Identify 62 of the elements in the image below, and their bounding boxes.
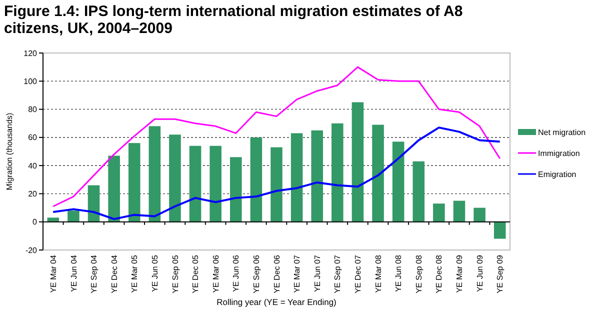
x-tick-label: YE Dec 05 — [191, 254, 200, 294]
y-tick-label: 20 — [28, 190, 38, 199]
x-tick-label: YE Sep 09 — [496, 254, 505, 294]
x-axis-title: Rolling year (YE = Year Ending) — [216, 297, 337, 307]
bar — [412, 161, 425, 222]
x-tick-label: YE Jun 06 — [232, 254, 241, 292]
bar — [453, 200, 466, 222]
bar — [290, 133, 303, 222]
bar — [311, 130, 323, 222]
y-tick-label: -20 — [25, 246, 38, 255]
x-tick-label: YE Jun 09 — [475, 254, 484, 292]
bar — [128, 143, 140, 222]
y-tick-label: 40 — [28, 161, 38, 170]
x-tick-label: YE Jun 08 — [394, 254, 404, 292]
x-tick-label: YE Mar 09 — [455, 254, 464, 293]
bar — [494, 222, 506, 239]
bar — [332, 123, 344, 222]
x-tick-label: YE Dec 04 — [110, 254, 119, 294]
x-tick-label: YE Sep 06 — [252, 254, 261, 294]
x-tick-label: YE Sep 07 — [333, 254, 342, 294]
line-series — [52, 126, 501, 220]
legend-label: Immigration — [538, 148, 580, 158]
x-tick-label: YE Sep 04 — [90, 254, 99, 294]
bar — [169, 134, 181, 222]
y-tick-label: 0 — [32, 218, 38, 227]
bar — [189, 146, 202, 222]
x-tick-label: YE Dec 07 — [354, 254, 363, 294]
x-tick-label: YE Dec 06 — [272, 254, 282, 294]
y-tick-label: 100 — [24, 76, 38, 86]
bar — [352, 102, 364, 222]
legend-label: Emigration — [538, 170, 576, 179]
bar — [210, 146, 222, 222]
x-tick-label: YE Mar 07 — [292, 254, 302, 293]
bar — [88, 185, 100, 222]
bar — [250, 137, 262, 222]
legend-label: Net migration — [538, 128, 586, 137]
line-series — [52, 66, 501, 208]
bar — [148, 126, 161, 222]
y-tick-label: 60 — [28, 133, 38, 142]
x-tick-label: YE Sep 08 — [414, 254, 424, 294]
bar — [270, 147, 282, 222]
y-axis-title: Migration (thousands) — [5, 112, 14, 190]
x-tick-label: YE Mar 06 — [211, 254, 220, 293]
x-tick-label: YE Dec 08 — [434, 254, 444, 294]
x-tick-label: YE Sep 05 — [170, 254, 180, 294]
bar — [474, 208, 486, 222]
x-tick-label: YE Mar 05 — [130, 254, 140, 293]
bar — [230, 157, 242, 222]
x-tick-label: YE Jun 04 — [69, 254, 78, 292]
bar — [392, 142, 404, 222]
chart-title: Figure 1.4: IPS long-term international migration estimates of A8 citizens, UK, 2004–2009 — [4, 3, 463, 37]
x-tick-label: YE Mar 04 — [48, 254, 58, 293]
bar — [433, 204, 445, 222]
x-tick-label: YE Mar 08 — [374, 254, 383, 293]
x-tick-label: YE Jun 05 — [150, 254, 160, 292]
bar — [372, 124, 384, 222]
bar — [47, 218, 60, 222]
bar — [68, 210, 80, 222]
x-tick-label: YE Jun 07 — [312, 254, 322, 292]
y-tick-label: 80 — [28, 105, 38, 114]
bar — [108, 156, 120, 222]
y-tick-label: 120 — [24, 48, 38, 58]
